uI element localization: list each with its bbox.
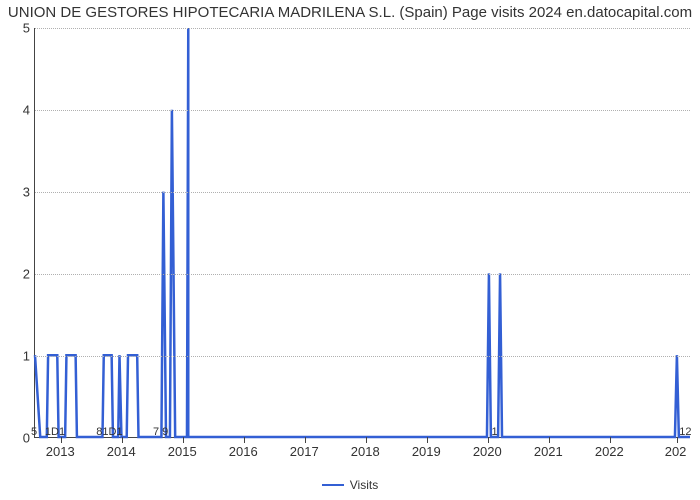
- x-year-label: 2018: [351, 444, 380, 459]
- x-tick: [610, 437, 611, 443]
- x-year-label: 2017: [290, 444, 319, 459]
- data-point-label: 7 9: [153, 426, 168, 438]
- legend-label: Visits: [350, 478, 378, 492]
- line-svg: [35, 28, 690, 437]
- x-year-label: 2020: [473, 444, 502, 459]
- x-tick: [427, 437, 428, 443]
- grid-line: [35, 110, 690, 111]
- x-year-label: 2021: [534, 444, 563, 459]
- legend-swatch: [322, 484, 344, 486]
- chart-title: UNION DE GESTORES HIPOTECARIA MADRILENA …: [0, 4, 700, 21]
- y-tick-label: 1: [6, 349, 30, 364]
- x-tick: [549, 437, 550, 443]
- legend: Visits: [0, 478, 700, 492]
- y-tick-label: 4: [6, 103, 30, 118]
- data-point-label: 1D1: [45, 426, 65, 438]
- x-year-label: 2016: [229, 444, 258, 459]
- data-point-label: 1: [491, 426, 497, 438]
- grid-line: [35, 192, 690, 193]
- grid-line: [35, 274, 690, 275]
- x-year-label: 2014: [107, 444, 136, 459]
- y-tick-label: 5: [6, 21, 30, 36]
- plot-area: [34, 28, 690, 438]
- x-tick: [244, 437, 245, 443]
- x-tick: [366, 437, 367, 443]
- visits-line: [35, 28, 690, 437]
- grid-line: [35, 356, 690, 357]
- x-year-label: 2022: [595, 444, 624, 459]
- data-point-label: 5: [31, 426, 37, 438]
- y-tick-label: 0: [6, 431, 30, 446]
- x-tick: [677, 437, 678, 443]
- x-tick: [488, 437, 489, 443]
- x-tick: [183, 437, 184, 443]
- y-tick-label: 2: [6, 267, 30, 282]
- grid-line: [35, 28, 690, 29]
- y-tick-label: 3: [6, 185, 30, 200]
- visits-line-chart: UNION DE GESTORES HIPOTECARIA MADRILENA …: [0, 0, 700, 500]
- x-year-label: 2013: [46, 444, 75, 459]
- x-year-label: 2019: [412, 444, 441, 459]
- data-point-label: 81D1: [96, 426, 122, 438]
- x-tick: [305, 437, 306, 443]
- x-year-label: 202: [665, 444, 687, 459]
- data-point-label: 12: [679, 426, 691, 438]
- x-year-label: 2015: [168, 444, 197, 459]
